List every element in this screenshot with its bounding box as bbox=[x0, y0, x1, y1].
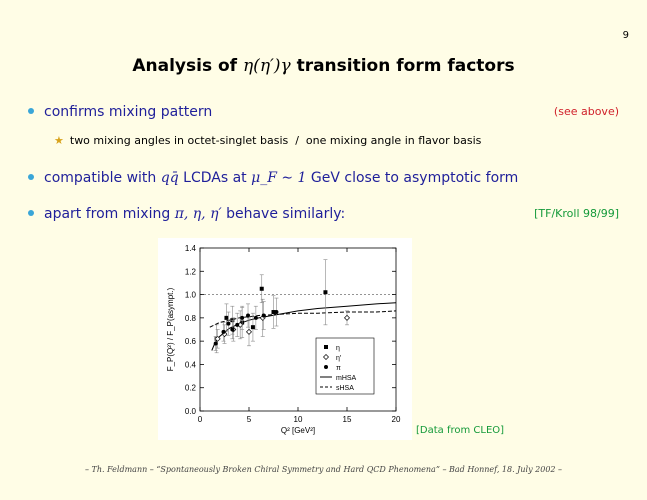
pi-point bbox=[246, 313, 251, 318]
pi-point bbox=[230, 327, 235, 332]
legend-label: π bbox=[336, 365, 341, 372]
star-icon: ★ bbox=[54, 134, 64, 147]
x-tick-label: 20 bbox=[392, 415, 401, 424]
bullet-lcda: compatible with qq̄ LCDAs at μ_F ∼ 1 GeV… bbox=[28, 170, 619, 186]
bullet-text-after: behave similarly: bbox=[221, 206, 346, 222]
footer: – Th. Feldmann – “Spontaneously Broken C… bbox=[84, 465, 563, 474]
see-above-tag: (see above) bbox=[553, 105, 619, 118]
legend-marker bbox=[324, 365, 328, 369]
eta-point bbox=[271, 310, 276, 315]
y-tick-label: 0.8 bbox=[185, 314, 197, 323]
pi-point bbox=[226, 321, 231, 326]
eta-point bbox=[250, 325, 255, 330]
x-axis-label: Q² [GeV²] bbox=[281, 426, 315, 435]
sub-bullet: ★ two mixing angles in octet-singlet basi… bbox=[54, 134, 481, 147]
bullet-text: confirms mixing pattern bbox=[44, 104, 213, 120]
x-tick-label: 5 bbox=[247, 415, 252, 424]
reference-tag: [TF/Kroll 98/99] bbox=[534, 207, 619, 220]
x-tick-label: 0 bbox=[198, 415, 203, 424]
eta-prime-point bbox=[344, 314, 350, 321]
legend-label: mHSA bbox=[336, 375, 357, 382]
bullet-math-qq: qq̄ bbox=[160, 170, 179, 186]
y-tick-label: 0.2 bbox=[185, 384, 197, 393]
bullet-text-mid: LCDAs at bbox=[178, 170, 252, 186]
form-factor-plot: 0 5 10 15 20 0.0 0.2 0.4 0.6 0.8 1.0 1.2 1.4 Q² [GeV²… bbox=[158, 238, 412, 440]
y-tick-label: 0.4 bbox=[185, 360, 197, 369]
pi-point bbox=[213, 341, 218, 346]
page-number: 9 bbox=[622, 30, 629, 41]
chart-svg: 0 5 10 15 20 0.0 0.2 0.4 0.6 0.8 1.0 1.2 1.4 Q² [GeV²… bbox=[166, 244, 401, 435]
bullet-math-mesons: π, η, η′ bbox=[174, 206, 222, 222]
bullet-math-mu: μ_F ∼ 1 bbox=[251, 170, 307, 186]
pi-point bbox=[261, 313, 266, 318]
legend-marker bbox=[323, 354, 329, 360]
title-text-after: transition form factors bbox=[290, 56, 515, 76]
eta-point bbox=[224, 315, 229, 320]
mhsa-curve bbox=[211, 302, 397, 351]
bullet-text-before: apart from mixing bbox=[44, 206, 175, 222]
bullet-mixing: confirms mixing pattern (see above) bbox=[28, 104, 619, 120]
eta-point bbox=[323, 290, 328, 295]
title-math: η(η′)γ bbox=[243, 56, 291, 76]
x-tick-label: 15 bbox=[343, 415, 352, 424]
y-tick-label: 0.0 bbox=[185, 407, 197, 416]
pi-point bbox=[274, 310, 279, 315]
pi-point bbox=[253, 315, 258, 320]
legend-marker bbox=[324, 345, 328, 349]
legend-label: η′ bbox=[336, 355, 342, 362]
legend-label: η bbox=[336, 345, 340, 352]
eta-prime-point bbox=[246, 328, 252, 335]
x-tick-label: 10 bbox=[294, 415, 303, 424]
bullet-dot-icon bbox=[28, 174, 34, 180]
bullet-dot-icon bbox=[28, 108, 34, 114]
pi-point bbox=[235, 322, 240, 327]
bullet-dot-icon bbox=[28, 210, 34, 216]
bullet-behave: apart from mixing π, η, η′ behave simila… bbox=[28, 206, 619, 222]
y-axis-label: F_P(Q²) / F_P(asympt.) bbox=[166, 287, 175, 371]
eta-point bbox=[259, 286, 264, 291]
y-tick-label: 0.6 bbox=[185, 337, 197, 346]
bullet-text-before: compatible with bbox=[44, 170, 161, 186]
pi-point bbox=[221, 329, 226, 334]
pi-point bbox=[240, 315, 245, 320]
bullet-text-after: GeV close to asymptotic form bbox=[306, 170, 519, 186]
y-tick-label: 1.0 bbox=[185, 291, 197, 300]
slide-title: Analysis of η(η′)γ transition form facto… bbox=[0, 56, 647, 76]
data-credit: [Data from CLEO] bbox=[416, 425, 505, 436]
legend-label: sHSA bbox=[336, 385, 354, 392]
title-text-before: Analysis of bbox=[132, 56, 243, 76]
y-tick-label: 1.4 bbox=[185, 244, 197, 253]
y-tick-label: 1.2 bbox=[185, 267, 197, 276]
sub-bullet-text: two mixing angles in octet-singlet basis… bbox=[69, 134, 482, 147]
